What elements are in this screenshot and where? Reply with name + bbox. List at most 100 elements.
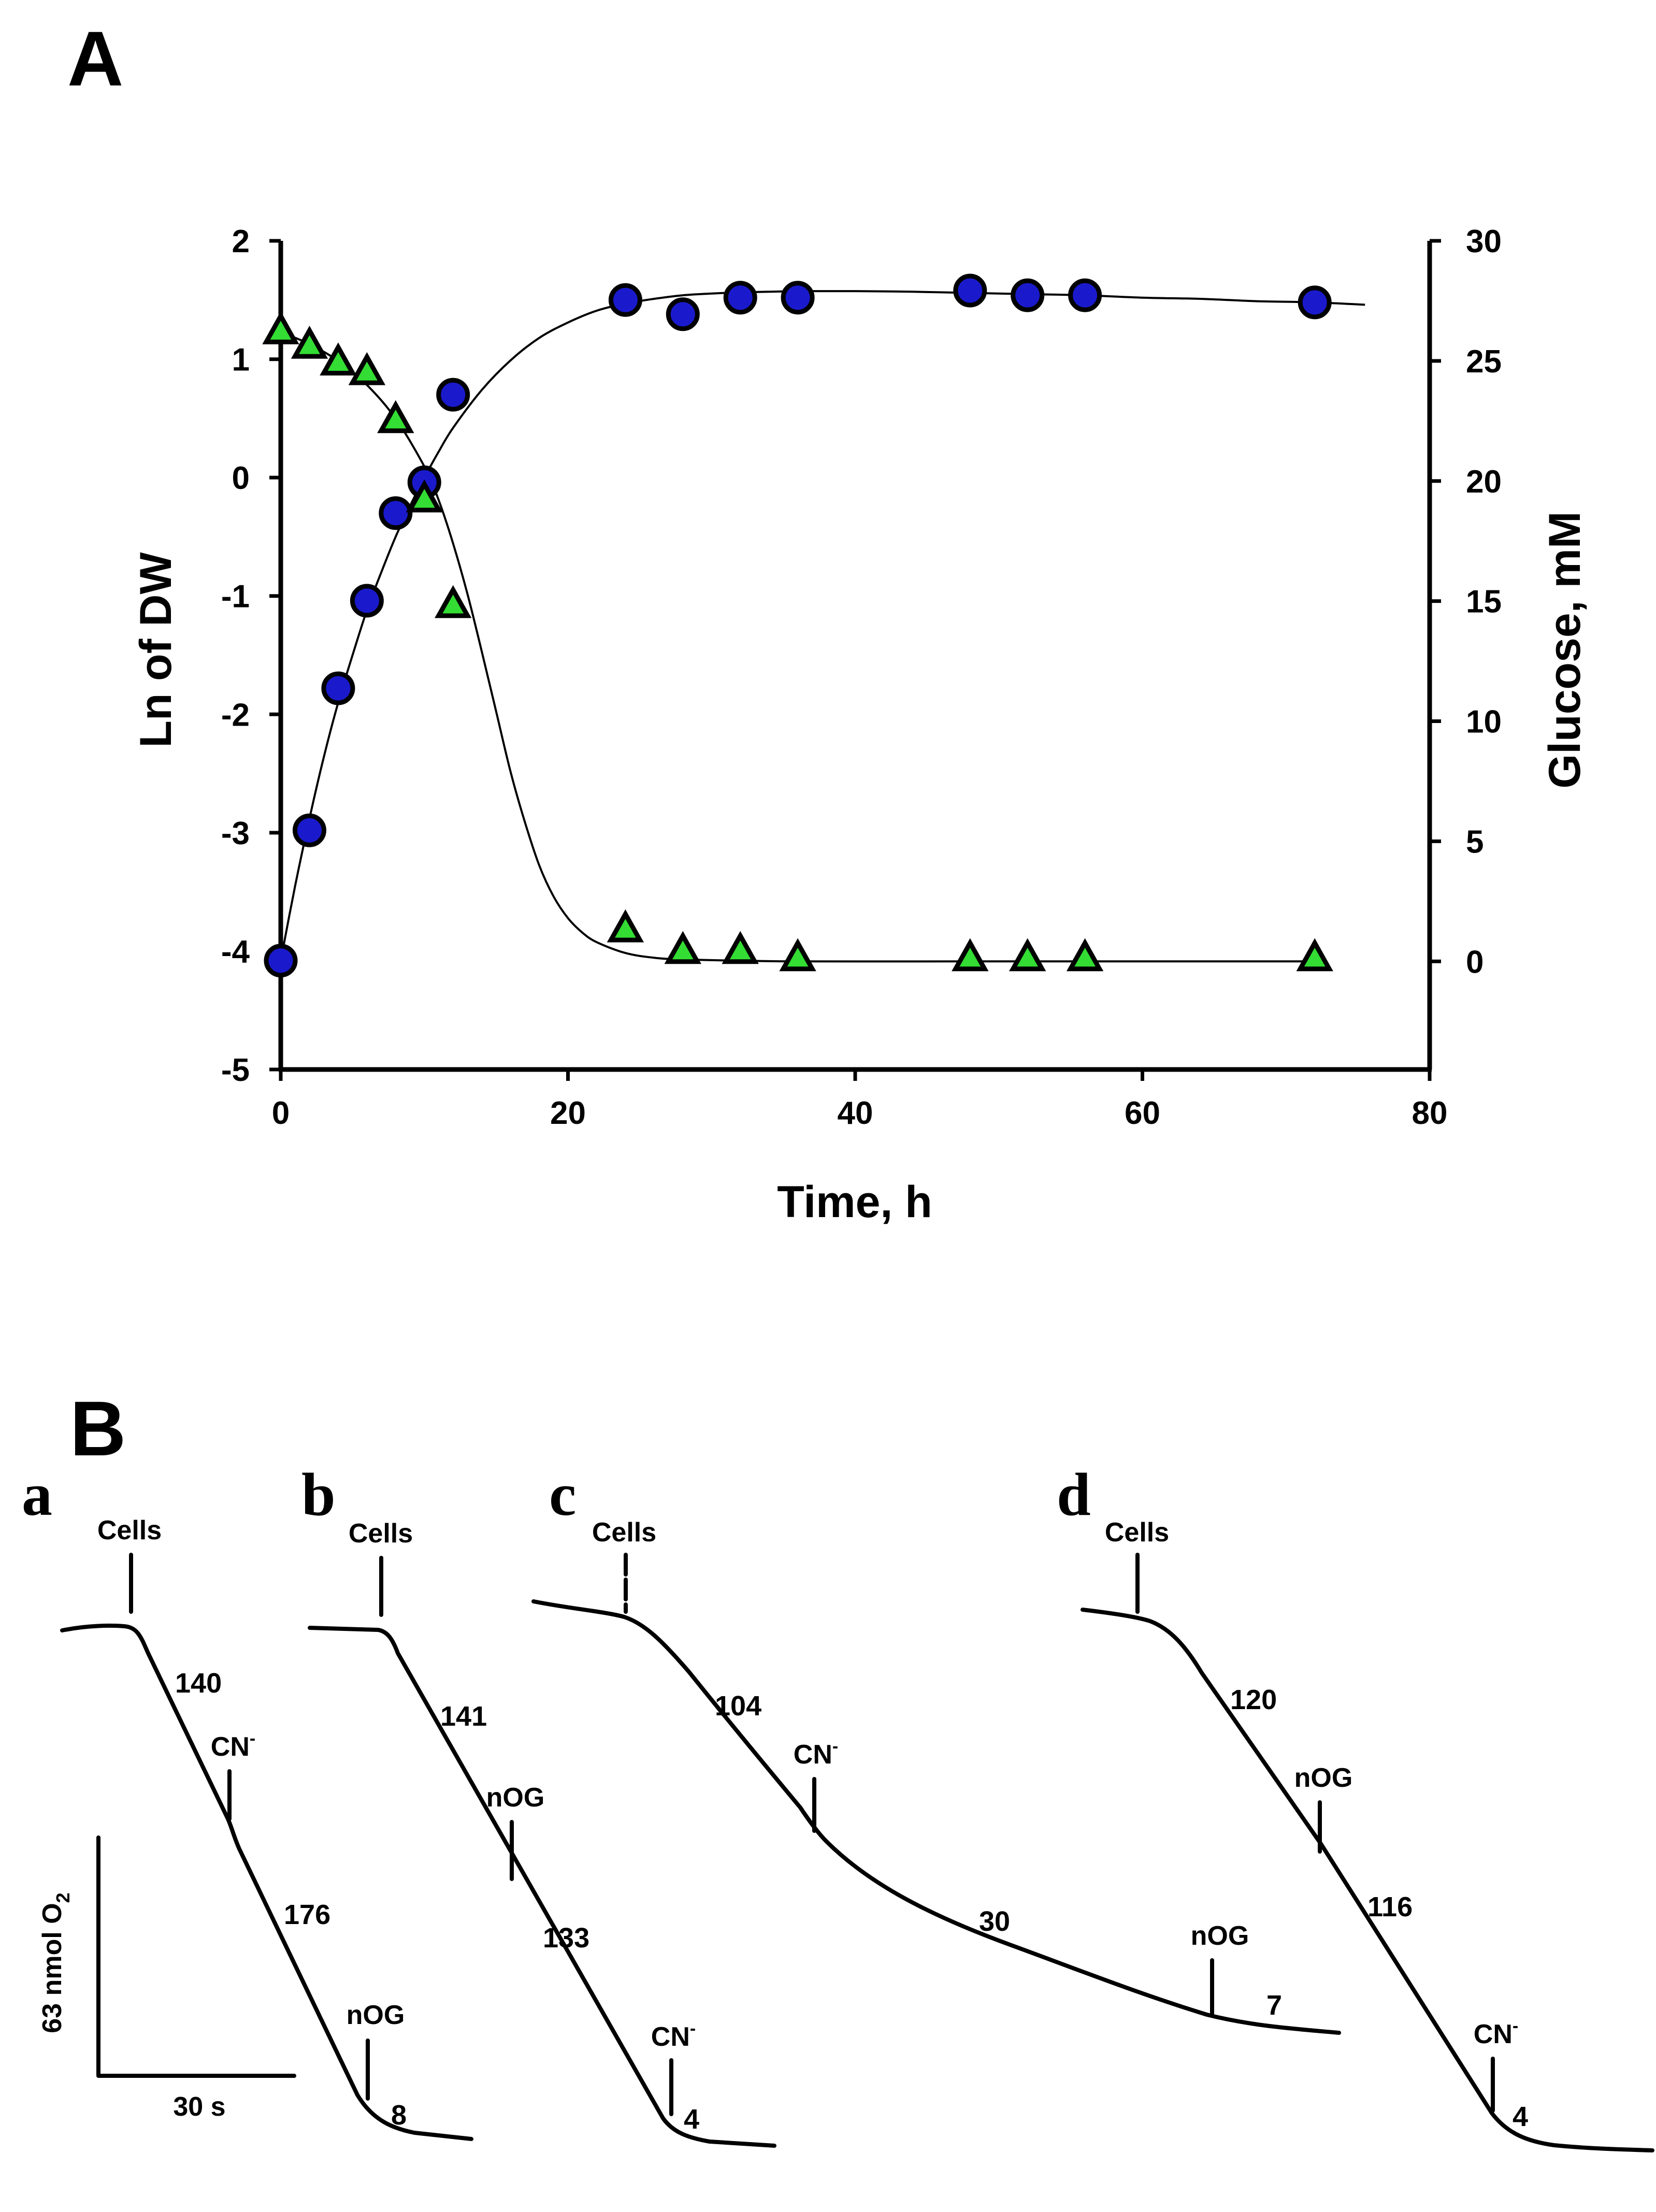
trace-c-label-nog-text: nOG: [1191, 1921, 1249, 1951]
x-tick-label: 60: [1125, 1095, 1160, 1131]
trace-c-rate-2: 30: [979, 1906, 1010, 1937]
trace-d-label-nog-text: nOG: [1294, 1763, 1353, 1793]
trace-b-label-cn-text: CN: [651, 2022, 690, 2052]
right-y-tick-label: 20: [1466, 464, 1502, 500]
trace-d-label-cn-sup: -: [1513, 2016, 1518, 2036]
dw-point: [1298, 285, 1332, 320]
x-tick-label: 80: [1412, 1095, 1448, 1131]
glucose-point: [262, 311, 299, 344]
left-y-tick-label: 2: [232, 224, 250, 259]
trace-b-label-nog-text: nOG: [486, 1783, 545, 1813]
scale-bar-lines: [96, 1835, 296, 2078]
glucose-point: [952, 938, 989, 972]
trace-a-rate-3: 8: [391, 2100, 407, 2131]
dw-point: [292, 813, 326, 847]
dw-point: [953, 273, 987, 308]
left-y-tick-label: 1: [232, 342, 250, 378]
trace-b: Cells nOG CN- 141 133 4: [308, 1519, 776, 2148]
x-tick-label: 0: [272, 1095, 290, 1131]
trace-d-line: [1081, 1608, 1654, 2152]
trace-c-letter: c: [549, 1461, 576, 1528]
trace-c-rate-3: 7: [1266, 1990, 1282, 2021]
trace-b-rate-3: 4: [684, 2104, 699, 2135]
glucose-point: [1296, 938, 1333, 972]
trace-b-label-cells-text: Cells: [349, 1519, 413, 1549]
glucose-point: [348, 352, 386, 385]
x-tick-label: 40: [838, 1095, 873, 1131]
dw-point: [350, 584, 384, 618]
dw-point: [379, 496, 413, 530]
right-y-tick-label: 30: [1466, 224, 1502, 259]
panel-b-letter: B: [70, 1385, 126, 1472]
left-y-tick-label: -1: [221, 579, 250, 615]
trace-a-label-cn: CN-: [211, 1729, 255, 1762]
right-y-tick-label: 5: [1466, 824, 1484, 860]
left-y-axis-title: Ln of DW: [131, 552, 181, 748]
right-y-tick-label: 0: [1466, 944, 1484, 980]
trace-d-label-cn-text: CN: [1474, 2019, 1513, 2049]
right-y-tick-label: 15: [1466, 584, 1502, 620]
right-y-tick-label: 10: [1466, 704, 1502, 740]
trace-d-rate-3: 4: [1513, 2101, 1528, 2132]
trace-a-rate-2: 176: [284, 1899, 330, 1930]
glucose-point: [664, 931, 701, 964]
left-y-tick-label: -3: [221, 816, 250, 851]
trace-d-letter: d: [1057, 1461, 1091, 1528]
panel-a-letter: A: [67, 15, 123, 102]
trace-d-rate-2: 116: [1367, 1891, 1413, 1922]
left-y-tick-label: -4: [221, 934, 250, 970]
scale-bar-vertical-subscript: 2: [52, 1892, 74, 1903]
dw-point: [1068, 278, 1102, 312]
trace-b-label-cells: Cells: [349, 1519, 413, 1549]
left-y-tick-label: -2: [221, 697, 250, 733]
trace-b-label-cn: CN-: [651, 2019, 696, 2052]
trace-a-rate-1: 140: [175, 1668, 222, 1699]
trace-a-label-cells: Cells: [97, 1515, 162, 1545]
scale-bar-vertical-label: 63 nmol O2: [37, 1892, 74, 2033]
left-y-tick-label: -5: [221, 1052, 250, 1088]
glucose-point: [320, 342, 357, 375]
dw-point: [321, 671, 355, 705]
glucose-point: [779, 938, 816, 972]
scale-bar-horizontal-label: 30 s: [173, 2092, 225, 2122]
trace-d-label-cn: CN-: [1474, 2016, 1518, 2049]
data-markers: [262, 273, 1333, 978]
left-y-tick-label: 0: [232, 460, 250, 496]
trace-a-label-cn-sup: -: [250, 1729, 255, 1748]
glucose-point: [435, 585, 472, 618]
trace-d-label-cells-text: Cells: [1105, 1517, 1169, 1548]
trace-c-label-cells: Cells: [592, 1517, 656, 1548]
glucose-point: [406, 479, 443, 513]
glucose-point: [607, 909, 644, 943]
trace-b-label-cn-sup: -: [690, 2019, 696, 2038]
trace-a-letter: a: [22, 1461, 52, 1528]
trace-a: Cells CN- nOG 140 176 8: [60, 1515, 473, 2141]
glucose-point: [722, 931, 759, 964]
x-tick-label: 20: [550, 1095, 586, 1131]
trace-c-label-cells-text: Cells: [592, 1517, 656, 1548]
right-y-tick-label: 25: [1466, 344, 1502, 380]
dw-point: [608, 283, 642, 317]
trace-c-rate-1: 104: [715, 1690, 761, 1722]
dw-point: [723, 281, 757, 315]
dw-point: [666, 297, 700, 331]
scale-bar: 63 nmol O2 30 s: [37, 1835, 296, 2122]
trace-c-line: [531, 1599, 1341, 2035]
trace-a-label-nog-text: nOG: [347, 2000, 405, 2030]
trace-b-label-nog: nOG: [486, 1783, 545, 1813]
glucose-point: [291, 325, 328, 359]
glucose-point: [377, 400, 414, 433]
right-y-axis-title: Glucose, mM: [1540, 511, 1590, 788]
trace-c-label-nog: nOG: [1191, 1921, 1249, 1951]
trace-a-line: [60, 1623, 473, 2141]
x-axis-title: Time, h: [777, 1177, 932, 1227]
trace-b-rate-2: 133: [543, 1922, 589, 1954]
dw-point: [264, 944, 298, 978]
panel-b: B a b c d 63 nmol O2 30 s Cells CN- nOG …: [22, 1385, 1654, 2152]
trace-c-label-cn-text: CN: [794, 1740, 832, 1770]
trace-a-label-cn-text: CN: [211, 1732, 250, 1762]
trace-c: Cells CN - nOG 104 30 7: [531, 1517, 1341, 2035]
trace-a-label-nog: nOG: [347, 2000, 405, 2030]
